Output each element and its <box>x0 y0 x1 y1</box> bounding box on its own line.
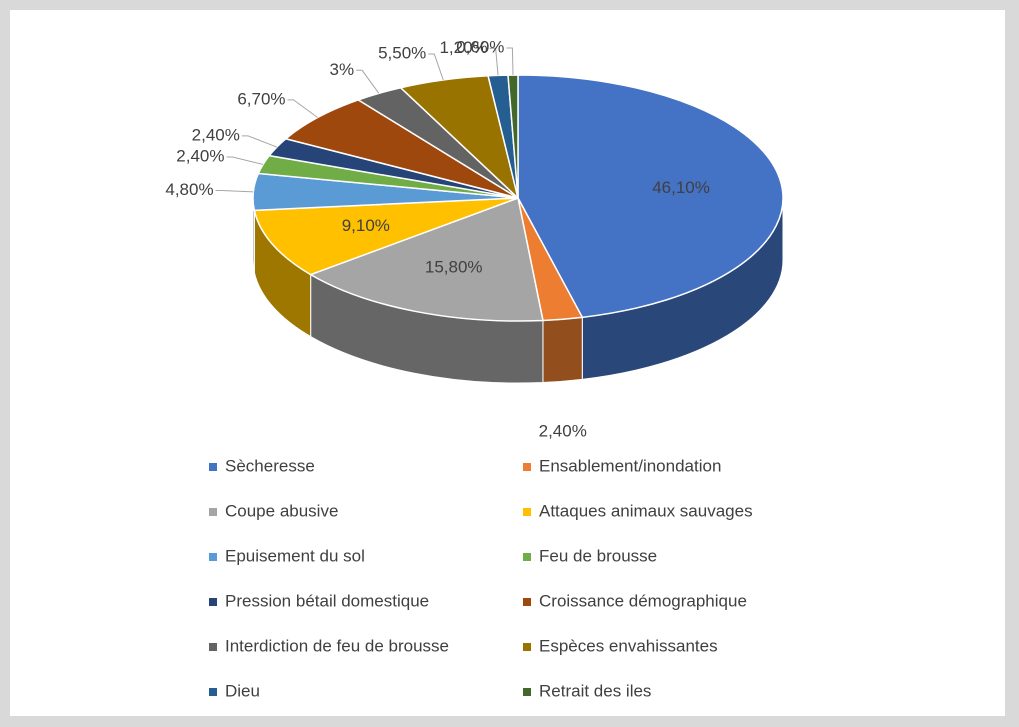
data-label: 0,60% <box>456 37 504 56</box>
legend-swatch <box>523 508 531 516</box>
leader-line <box>241 135 278 148</box>
legend-label: Croissance démographique <box>539 591 747 610</box>
data-label: 3% <box>330 60 355 79</box>
data-label: 4,80% <box>165 180 213 199</box>
legend-swatch <box>523 598 531 606</box>
legend-label: Espèces envahissantes <box>539 636 718 655</box>
leader-line <box>428 53 444 81</box>
legend-label: Sècheresse <box>225 456 315 475</box>
legend-label: Feu de brousse <box>539 546 657 565</box>
legend-swatch <box>523 553 531 561</box>
slice <box>308 196 544 322</box>
leader-line <box>356 69 380 94</box>
data-label: 1,20% <box>439 38 487 57</box>
slice <box>253 197 519 276</box>
slice <box>284 99 519 199</box>
legend-label: Dieu <box>225 681 260 700</box>
legend-label: Attaques animaux sauvages <box>539 501 753 520</box>
legend-swatch <box>209 553 217 561</box>
data-label: 2,40% <box>176 147 224 166</box>
slice <box>517 74 784 319</box>
data-label: 15,80% <box>425 258 483 277</box>
legend-swatch <box>209 463 217 471</box>
legend-swatch <box>209 598 217 606</box>
leader-line <box>226 156 264 165</box>
data-label: 46,10% <box>652 178 710 197</box>
data-label: 2,40% <box>192 125 240 144</box>
leader-line <box>215 189 254 193</box>
legend-label: Ensablement/inondation <box>539 456 721 475</box>
legend-label: Interdiction de feu de brousse <box>225 636 449 655</box>
leader-line <box>489 47 499 76</box>
legend-swatch <box>209 643 217 651</box>
legend-swatch <box>209 688 217 696</box>
legend-swatch <box>523 688 531 696</box>
data-label: 5,50% <box>378 44 426 63</box>
data-label: 2,40% <box>539 421 587 440</box>
legend-label: Epuisement du sol <box>225 546 365 565</box>
legend-label: Retrait des iles <box>539 681 651 700</box>
data-label: 6,70% <box>237 89 285 108</box>
leader-line <box>287 99 318 118</box>
legend-swatch <box>523 463 531 471</box>
data-label: 9,10% <box>342 216 390 235</box>
legend-label: Coupe abusive <box>225 501 338 520</box>
legend-label: Pression bétail domestique <box>225 591 429 610</box>
legend-swatch <box>523 643 531 651</box>
slice-side <box>542 316 583 383</box>
leader-line <box>506 47 514 76</box>
legend-swatch <box>209 508 217 516</box>
